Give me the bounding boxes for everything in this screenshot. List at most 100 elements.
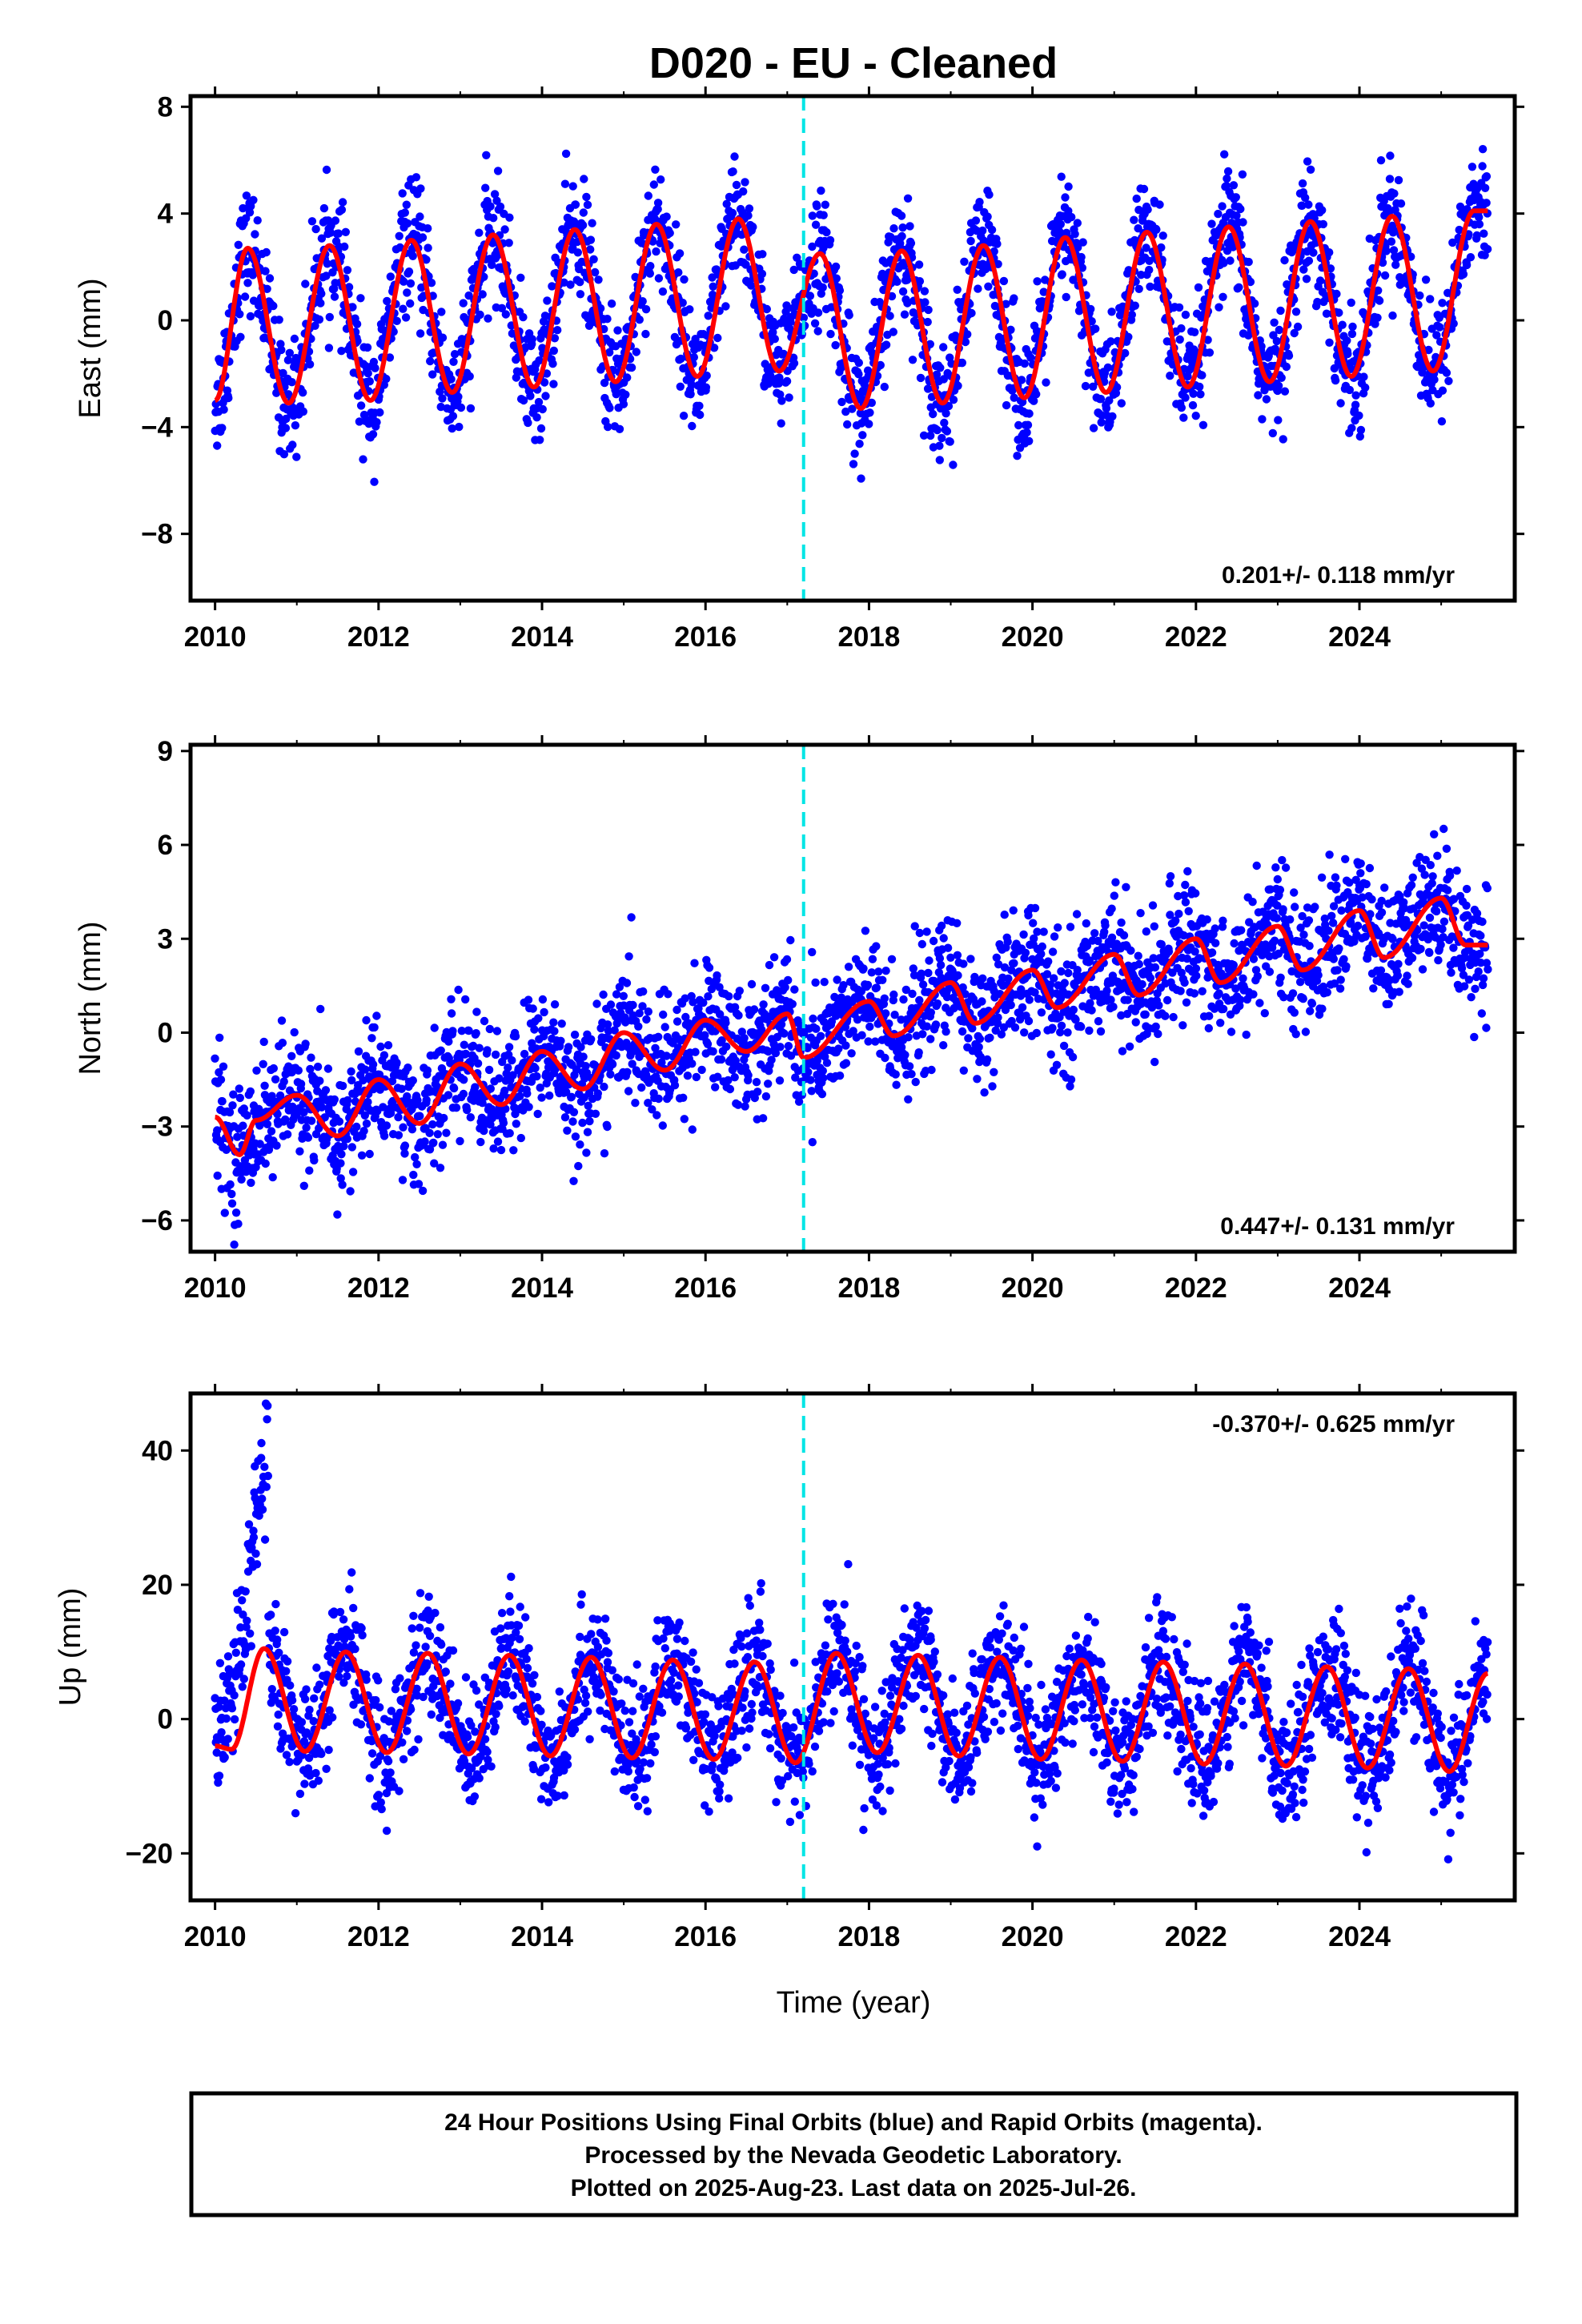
north-point (1136, 909, 1145, 918)
east-point (1338, 320, 1347, 329)
east-point (1177, 403, 1186, 412)
north-point (305, 1166, 314, 1175)
north-point (853, 1015, 862, 1024)
north-point (352, 1122, 361, 1132)
east-point (1179, 413, 1188, 422)
east-point (680, 275, 689, 284)
east-point (817, 186, 825, 195)
north-point (817, 1090, 827, 1099)
north-point (370, 1023, 379, 1032)
north-point (740, 1034, 749, 1043)
north-point (638, 1002, 647, 1011)
east-point (1276, 306, 1285, 316)
north-point (363, 1097, 372, 1107)
east-point (662, 212, 671, 221)
east-point (448, 412, 458, 420)
east-point (929, 409, 938, 419)
east-point (926, 431, 935, 440)
north-point (213, 1171, 222, 1180)
east-point (1203, 336, 1212, 344)
north-point (307, 1053, 315, 1062)
north-point (252, 1066, 261, 1076)
north-point (1328, 919, 1338, 927)
north-point (953, 951, 962, 960)
north-point (379, 1051, 389, 1059)
north-point (1030, 903, 1040, 913)
north-point (478, 1099, 487, 1108)
east-point (1438, 386, 1447, 395)
east-point (1483, 244, 1492, 254)
north-point (362, 1015, 371, 1025)
east-point (340, 242, 349, 251)
north-point (461, 1049, 470, 1059)
east-point (1108, 412, 1117, 421)
east-point (1097, 418, 1106, 427)
east-point (938, 433, 946, 443)
east-point (1254, 391, 1263, 400)
north-point (414, 1180, 424, 1188)
north-point (901, 985, 911, 995)
north-point (1165, 879, 1174, 888)
east-point (777, 419, 785, 428)
east-point (686, 390, 695, 399)
north-point (731, 1056, 740, 1065)
north-point (1050, 932, 1059, 941)
north-point (880, 994, 889, 1003)
east-point (1002, 400, 1011, 410)
north-point (1242, 1030, 1251, 1039)
north-point (1030, 988, 1039, 997)
north-point (1176, 987, 1185, 995)
east-ytick-label: −4 (141, 412, 173, 443)
north-point (1299, 995, 1307, 1003)
north-point (1183, 866, 1192, 876)
east-point (1130, 301, 1140, 310)
east-point (504, 239, 513, 247)
north-point (505, 1128, 514, 1138)
east-point (687, 380, 696, 389)
north-point (1162, 995, 1172, 1005)
east-point (921, 298, 930, 307)
east-point (408, 251, 417, 260)
east-point (269, 301, 278, 311)
north-point (1161, 1011, 1170, 1020)
east-point (679, 412, 689, 420)
north-point (816, 1031, 825, 1041)
north-point (713, 971, 721, 980)
east-point (1010, 393, 1018, 402)
east-point (1142, 243, 1150, 252)
north-point (1046, 980, 1055, 989)
north-point (935, 954, 945, 963)
east-point (532, 404, 541, 413)
north-point (227, 1189, 236, 1199)
east-point (404, 267, 414, 276)
north-point (734, 1011, 743, 1020)
north-point (747, 979, 757, 989)
north-point (904, 1095, 913, 1104)
east-point (1480, 229, 1488, 238)
north-point (1260, 1009, 1270, 1018)
east-point (1389, 246, 1399, 255)
east-point (424, 224, 432, 233)
east-point (356, 401, 366, 410)
north-point (1324, 927, 1333, 935)
north-point (651, 1043, 660, 1053)
east-point (586, 235, 596, 244)
east-point (831, 340, 840, 350)
north-point (1299, 931, 1308, 939)
north-point (811, 978, 820, 987)
east-point (1270, 318, 1279, 327)
north-point (978, 997, 986, 1006)
east-point (898, 287, 908, 296)
north-point (697, 1065, 706, 1075)
east-point (1033, 277, 1042, 286)
north-point (689, 998, 697, 1007)
north-point (216, 1076, 226, 1084)
east-point (352, 320, 362, 328)
north-point (808, 1138, 817, 1147)
east-point (1325, 248, 1334, 257)
east-point (1191, 412, 1200, 420)
east-point (1026, 353, 1035, 362)
north-point (1253, 971, 1263, 981)
east-point (741, 178, 749, 187)
east-point (323, 259, 331, 268)
